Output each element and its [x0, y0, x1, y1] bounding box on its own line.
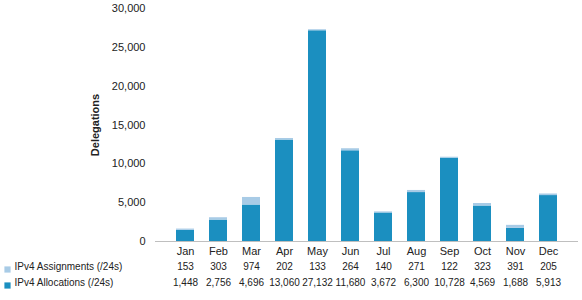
svg-text:13,060: 13,060: [269, 277, 300, 288]
svg-text:264: 264: [342, 261, 359, 272]
svg-text:1,448: 1,448: [173, 277, 198, 288]
svg-text:140: 140: [375, 261, 392, 272]
svg-text:IPv4 Assignments (/24s): IPv4 Assignments (/24s): [15, 261, 123, 272]
svg-text:5,913: 5,913: [536, 277, 561, 288]
svg-text:122: 122: [441, 261, 458, 272]
svg-text:4,696: 4,696: [239, 277, 264, 288]
svg-text:25,000: 25,000: [112, 41, 146, 53]
svg-text:4,569: 4,569: [470, 277, 495, 288]
svg-text:Jun: Jun: [342, 245, 360, 257]
svg-text:391: 391: [507, 261, 524, 272]
svg-text:Delegations: Delegations: [89, 94, 101, 156]
svg-text:May: May: [307, 245, 328, 257]
svg-text:20,000: 20,000: [112, 80, 146, 92]
svg-text:Sep: Sep: [440, 245, 460, 257]
svg-text:271: 271: [408, 261, 425, 272]
svg-text:Feb: Feb: [209, 245, 228, 257]
svg-text:11,680: 11,680: [336, 277, 366, 288]
svg-text:Oct: Oct: [474, 245, 491, 257]
svg-text:133: 133: [309, 261, 326, 272]
svg-text:1,688: 1,688: [503, 277, 528, 288]
svg-text:IPv4 Allocations (/24s): IPv4 Allocations (/24s): [15, 277, 114, 288]
svg-text:10,728: 10,728: [434, 277, 465, 288]
svg-text:153: 153: [177, 261, 194, 272]
svg-text:6,300: 6,300: [404, 277, 429, 288]
svg-text:30,000: 30,000: [112, 2, 146, 14]
svg-text:974: 974: [243, 261, 260, 272]
svg-text:Nov: Nov: [506, 245, 526, 257]
svg-text:5,000: 5,000: [118, 196, 146, 208]
svg-text:Aug: Aug: [407, 245, 427, 257]
svg-text:0: 0: [139, 235, 145, 247]
svg-text:Dec: Dec: [539, 245, 559, 257]
svg-text:Apr: Apr: [276, 245, 293, 257]
svg-text:2,756: 2,756: [206, 277, 231, 288]
svg-text:10,000: 10,000: [112, 157, 146, 169]
svg-text:202: 202: [276, 261, 293, 272]
svg-text:3,672: 3,672: [371, 277, 396, 288]
svg-text:Mar: Mar: [242, 245, 261, 257]
svg-text:15,000: 15,000: [112, 119, 146, 131]
svg-text:Jul: Jul: [376, 245, 390, 257]
svg-text:27,132: 27,132: [302, 277, 333, 288]
svg-text:Jan: Jan: [177, 245, 195, 257]
svg-text:323: 323: [474, 261, 491, 272]
svg-text:205: 205: [540, 261, 557, 272]
svg-text:303: 303: [210, 261, 227, 272]
